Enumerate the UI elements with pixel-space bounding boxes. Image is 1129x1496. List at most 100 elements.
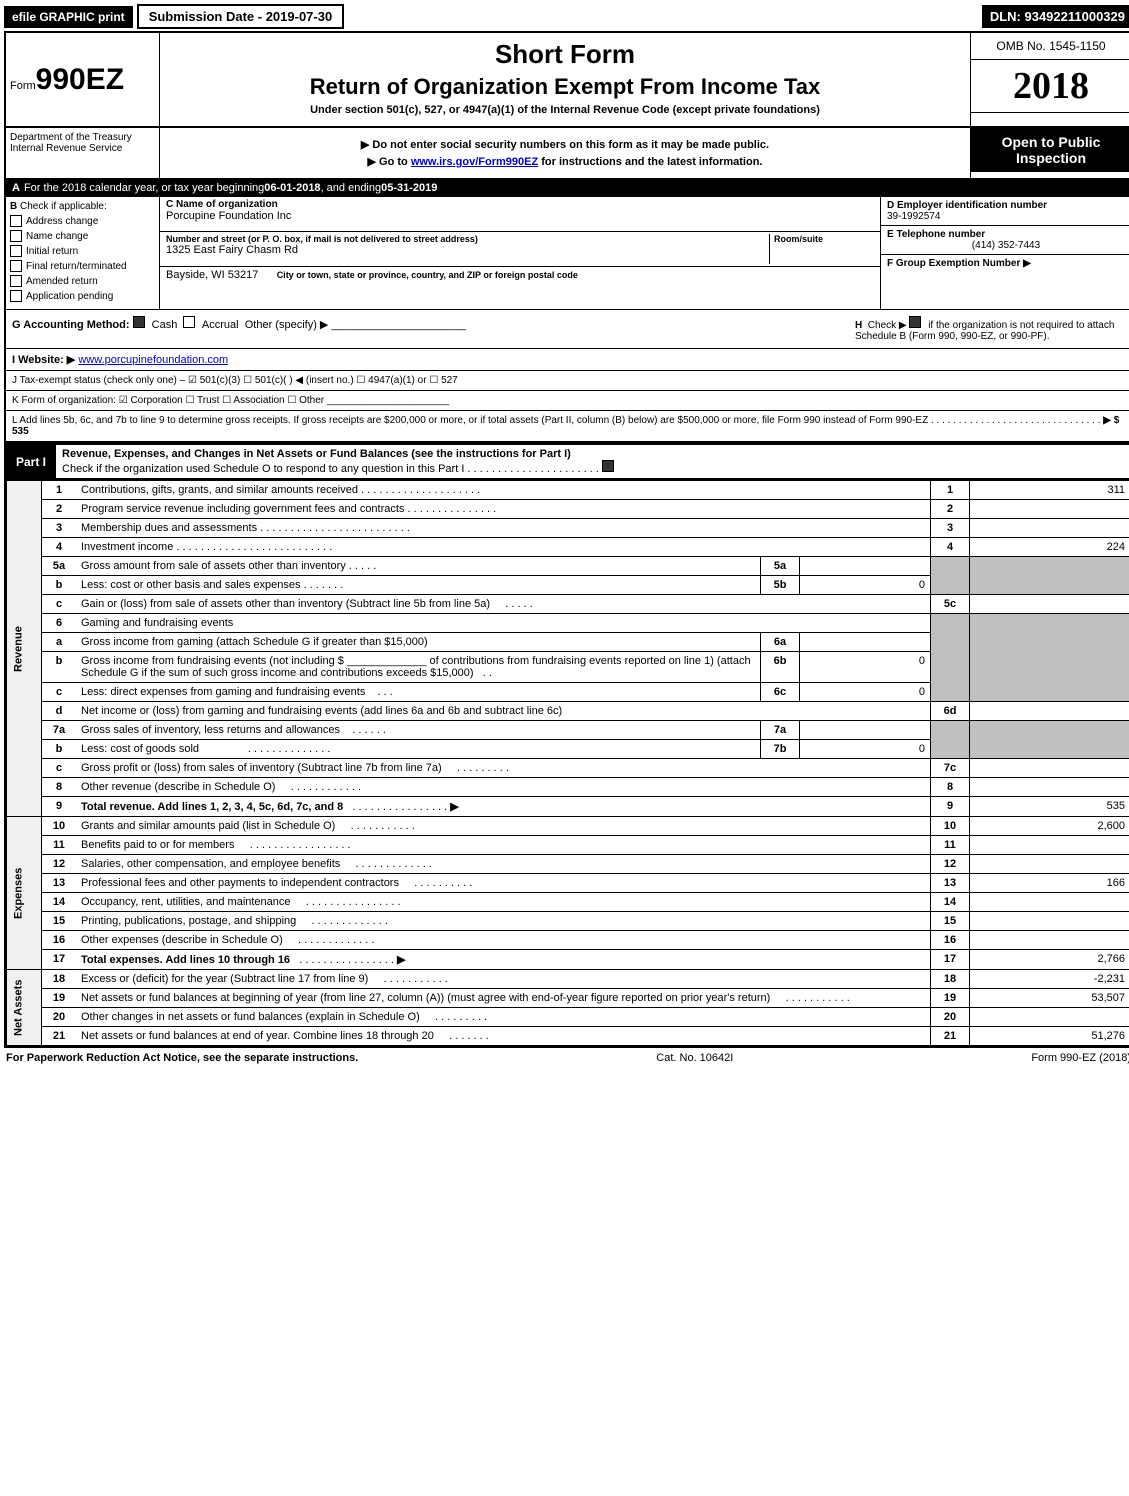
f-cell: F Group Exemption Number ▶ xyxy=(881,255,1129,272)
chk-initial-return[interactable]: Initial return xyxy=(10,245,155,257)
line-6c-sval: 0 xyxy=(800,683,931,702)
checkbox-icon xyxy=(133,316,145,328)
line-6c-no: c xyxy=(42,683,77,702)
line-7a-no: 7a xyxy=(42,721,77,740)
form-number: 990EZ xyxy=(36,63,124,96)
form990ez-link[interactable]: www.irs.gov/Form990EZ xyxy=(411,156,538,168)
header-right: OMB No. 1545-1150 2018 xyxy=(970,33,1129,126)
line-6b-sval: 0 xyxy=(800,652,931,683)
line-21-val: 51,276 xyxy=(970,1027,1129,1046)
line-10-no: 10 xyxy=(42,817,77,836)
line-10-desc: Grants and similar amounts paid (list in… xyxy=(81,820,335,832)
line-6-no: 6 xyxy=(42,614,77,633)
e-cell: E Telephone number (414) 352-7443 xyxy=(881,226,1129,255)
instr-prefix: ▶ Go to xyxy=(368,156,411,168)
checkbox-icon xyxy=(10,230,22,242)
line-10-fno: 10 xyxy=(931,817,970,836)
ein-value: 39-1992574 xyxy=(887,211,1125,222)
checkbox-icon xyxy=(10,245,22,257)
line-2-val xyxy=(970,500,1129,519)
line-16-val xyxy=(970,931,1129,950)
line-17-fno: 17 xyxy=(931,950,970,970)
arrow-icon: ▶ xyxy=(450,801,458,813)
line-15-desc: Printing, publications, postage, and shi… xyxy=(81,915,296,927)
dln-box: DLN: 93492211000329 xyxy=(982,5,1129,28)
line-20-no: 20 xyxy=(42,1008,77,1027)
d-cell: D Employer identification number 39-1992… xyxy=(881,197,1129,226)
top-bar: efile GRAPHIC print Submission Date - 20… xyxy=(4,4,1129,29)
line-3-desc: Membership dues and assessments xyxy=(81,522,257,534)
footer-left: For Paperwork Reduction Act Notice, see … xyxy=(6,1052,358,1064)
line-7b-sval: 0 xyxy=(800,740,931,759)
shaded-cell xyxy=(931,557,970,595)
short-form-title: Short Form xyxy=(166,39,964,70)
line-16-desc: Other expenses (describe in Schedule O) xyxy=(81,934,283,946)
line-9-fno: 9 xyxy=(931,797,970,817)
instruction-goto: ▶ Go to www.irs.gov/Form990EZ for instru… xyxy=(166,155,964,168)
line-15-fno: 15 xyxy=(931,912,970,931)
room-suite: Room/suite xyxy=(769,234,874,264)
section-c: C Name of organization Porcupine Foundat… xyxy=(160,197,880,309)
line-20-val xyxy=(970,1008,1129,1027)
h-label: H xyxy=(855,320,862,331)
line-13-no: 13 xyxy=(42,874,77,893)
org-name: Porcupine Foundation Inc xyxy=(166,210,874,222)
chk-label: Final return/terminated xyxy=(26,261,127,272)
line-18-fno: 18 xyxy=(931,970,970,989)
line-a-mid: , and ending xyxy=(321,182,382,194)
chk-label: Address change xyxy=(26,216,98,227)
chk-address-change[interactable]: Address change xyxy=(10,215,155,227)
submission-date-box: Submission Date - 2019-07-30 xyxy=(137,4,345,29)
addr-row: Number and street (or P. O. box, if mail… xyxy=(160,232,880,267)
efile-print-button[interactable]: efile GRAPHIC print xyxy=(4,6,133,28)
line-4-val: 224 xyxy=(970,538,1129,557)
line-7b-sno: 7b xyxy=(761,740,800,759)
line-16-no: 16 xyxy=(42,931,77,950)
line-17-val: 2,766 xyxy=(970,950,1129,970)
line-14-val xyxy=(970,893,1129,912)
line-9-desc: Total revenue. Add lines 1, 2, 3, 4, 5c,… xyxy=(81,801,343,813)
chk-application-pending[interactable]: Application pending xyxy=(10,290,155,302)
line-7a-sval xyxy=(800,721,931,740)
city-state-zip: Bayside, WI 53217 xyxy=(166,269,258,281)
line-6a-sval xyxy=(800,633,931,652)
line-6b-desc: Gross income from fundraising events (no… xyxy=(81,655,751,679)
line-20-desc: Other changes in net assets or fund bala… xyxy=(81,1011,420,1023)
b-heading: Check if applicable: xyxy=(20,201,107,212)
d-label: D Employer identification number xyxy=(887,200,1125,211)
shaded-cell xyxy=(931,721,970,759)
top-left: efile GRAPHIC print Submission Date - 20… xyxy=(4,4,344,29)
org-name-row: C Name of organization Porcupine Foundat… xyxy=(160,197,880,232)
g-accrual: Accrual xyxy=(202,319,239,331)
line-6b-no: b xyxy=(42,652,77,683)
line-1-val: 311 xyxy=(970,481,1129,500)
line-3-val xyxy=(970,519,1129,538)
page-footer: For Paperwork Reduction Act Notice, see … xyxy=(4,1048,1129,1068)
line-11-no: 11 xyxy=(42,836,77,855)
irs-label: Internal Revenue Service xyxy=(10,143,155,154)
city-row: Bayside, WI 53217 City or town, state or… xyxy=(160,267,880,295)
k-row: K Form of organization: ☑ Corporation ☐ … xyxy=(6,391,1129,411)
line-13-fno: 13 xyxy=(931,874,970,893)
line-6c-sno: 6c xyxy=(761,683,800,702)
addr-left: Number and street (or P. O. box, if mail… xyxy=(166,234,769,264)
dept-left: Department of the Treasury Internal Reve… xyxy=(6,128,160,178)
line-14-no: 14 xyxy=(42,893,77,912)
line-19-val: 53,507 xyxy=(970,989,1129,1008)
line-12-val xyxy=(970,855,1129,874)
line-14-desc: Occupancy, rent, utilities, and maintena… xyxy=(81,896,291,908)
netassets-side-label: Net Assets xyxy=(7,970,42,1046)
chk-amended-return[interactable]: Amended return xyxy=(10,275,155,287)
line-a-label: A xyxy=(12,182,20,194)
line-5b-sno: 5b xyxy=(761,576,800,595)
line-5b-no: b xyxy=(42,576,77,595)
k-text: K Form of organization: ☑ Corporation ☐ … xyxy=(12,395,324,406)
website-link[interactable]: www.porcupinefoundation.com xyxy=(78,354,228,366)
line-20-fno: 20 xyxy=(931,1008,970,1027)
header-row: Form990EZ Short Form Return of Organizat… xyxy=(6,33,1129,128)
chk-name-change[interactable]: Name change xyxy=(10,230,155,242)
line-6c-desc: Less: direct expenses from gaming and fu… xyxy=(81,686,365,698)
line-3-no: 3 xyxy=(42,519,77,538)
chk-final-return[interactable]: Final return/terminated xyxy=(10,260,155,272)
line-4-no: 4 xyxy=(42,538,77,557)
